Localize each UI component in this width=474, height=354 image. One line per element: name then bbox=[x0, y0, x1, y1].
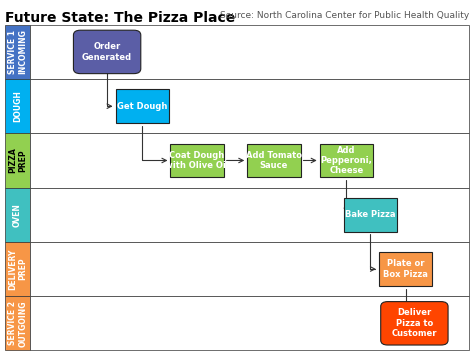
FancyBboxPatch shape bbox=[5, 133, 30, 188]
FancyBboxPatch shape bbox=[30, 242, 469, 296]
Text: Order
Generated: Order Generated bbox=[82, 42, 132, 62]
FancyBboxPatch shape bbox=[170, 144, 224, 177]
FancyBboxPatch shape bbox=[30, 79, 469, 133]
FancyBboxPatch shape bbox=[247, 144, 301, 177]
Text: Bake Pizza: Bake Pizza bbox=[345, 210, 396, 219]
FancyBboxPatch shape bbox=[116, 89, 169, 123]
Text: OVEN: OVEN bbox=[13, 203, 22, 227]
Text: SERVICE 2
OUTGOING: SERVICE 2 OUTGOING bbox=[8, 300, 27, 347]
Text: Plate or
Box Pizza: Plate or Box Pizza bbox=[383, 259, 428, 279]
Text: Coat Dough
with Olive Oil: Coat Dough with Olive Oil bbox=[165, 151, 229, 170]
FancyBboxPatch shape bbox=[319, 144, 373, 177]
Text: SERVICE 1
INCOMING: SERVICE 1 INCOMING bbox=[8, 29, 27, 74]
FancyBboxPatch shape bbox=[381, 302, 448, 345]
FancyBboxPatch shape bbox=[5, 25, 30, 79]
Text: Add
Pepperoni,
Cheese: Add Pepperoni, Cheese bbox=[320, 145, 372, 175]
Text: DELIVERY
PREP: DELIVERY PREP bbox=[8, 249, 27, 290]
FancyBboxPatch shape bbox=[30, 296, 469, 350]
FancyBboxPatch shape bbox=[5, 242, 30, 296]
Text: Add Tomato
Sauce: Add Tomato Sauce bbox=[246, 151, 302, 170]
FancyBboxPatch shape bbox=[344, 198, 397, 232]
Text: Deliver
Pizza to
Customer: Deliver Pizza to Customer bbox=[392, 308, 437, 338]
Text: Future State: The Pizza Place: Future State: The Pizza Place bbox=[5, 11, 235, 25]
Text: Source: North Carolina Center for Public Health Quality: Source: North Carolina Center for Public… bbox=[220, 11, 469, 19]
Text: PIZZA
PREP: PIZZA PREP bbox=[8, 148, 27, 173]
FancyBboxPatch shape bbox=[5, 79, 30, 133]
FancyBboxPatch shape bbox=[379, 252, 432, 286]
FancyBboxPatch shape bbox=[30, 25, 469, 79]
Text: Get Dough: Get Dough bbox=[117, 102, 167, 111]
Text: DOUGH: DOUGH bbox=[13, 90, 22, 122]
FancyBboxPatch shape bbox=[73, 30, 141, 74]
FancyBboxPatch shape bbox=[30, 188, 469, 242]
FancyBboxPatch shape bbox=[30, 133, 469, 188]
FancyBboxPatch shape bbox=[5, 296, 30, 350]
FancyBboxPatch shape bbox=[5, 188, 30, 242]
